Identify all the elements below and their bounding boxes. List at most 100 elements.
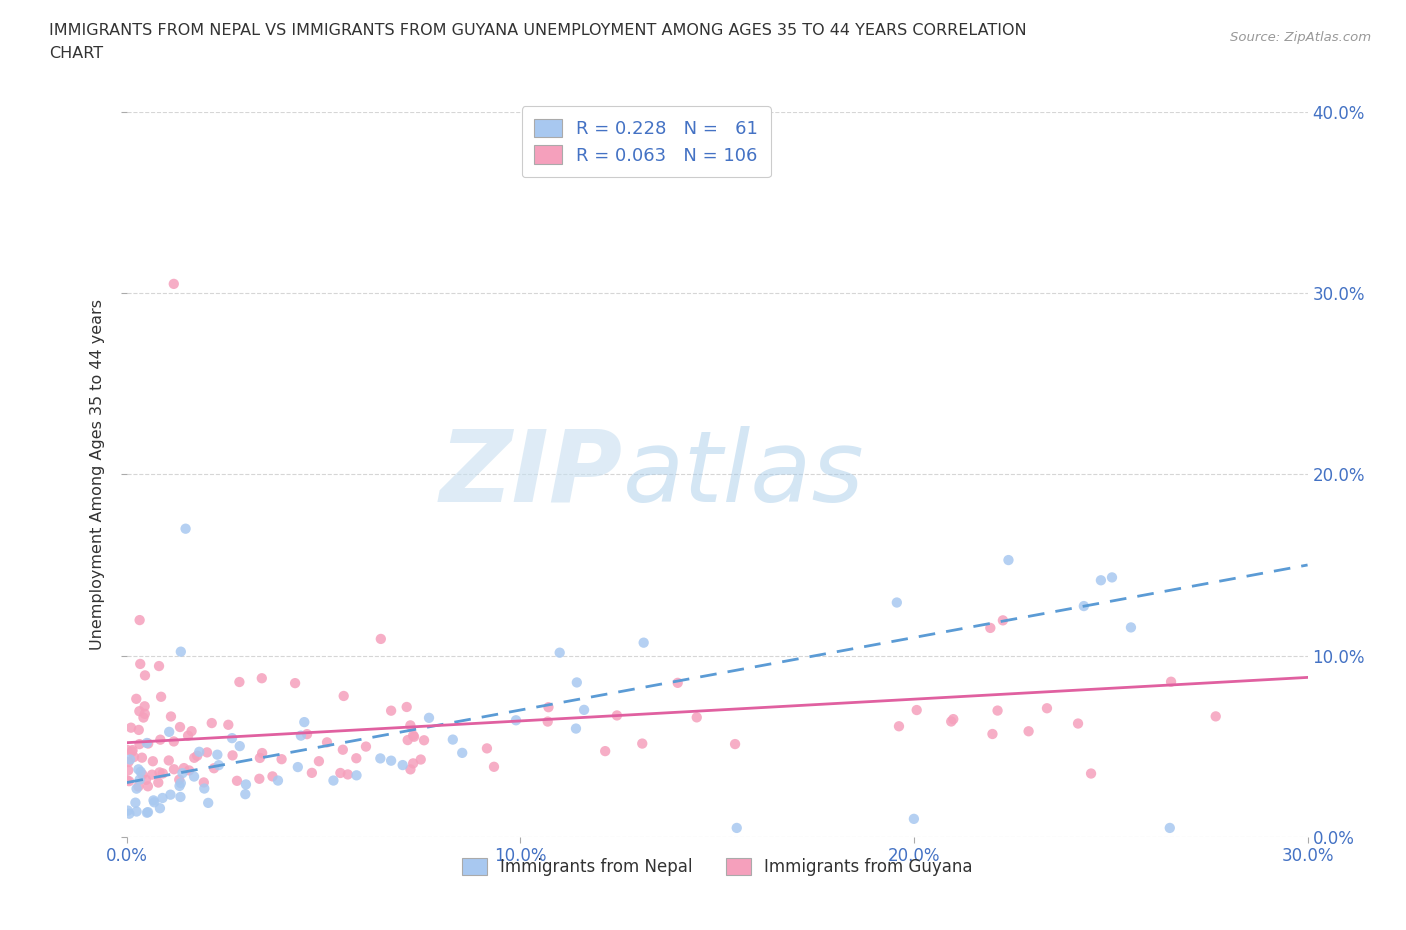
Point — [170, 776, 193, 790]
Point — [149, 801, 172, 816]
Point — [270, 751, 292, 766]
Point — [941, 714, 963, 729]
Point — [633, 635, 655, 650]
Point — [183, 751, 205, 765]
Point — [121, 743, 143, 758]
Point — [441, 732, 464, 747]
Y-axis label: Unemployment Among Ages 35 to 44 years: Unemployment Among Ages 35 to 44 years — [90, 299, 105, 650]
Point — [170, 644, 193, 659]
Point — [322, 773, 344, 788]
Legend: Immigrants from Nepal, Immigrants from Guyana: Immigrants from Nepal, Immigrants from G… — [456, 852, 979, 883]
Point — [666, 675, 689, 690]
Point — [396, 733, 419, 748]
Point — [475, 741, 498, 756]
Point — [188, 744, 211, 759]
Point — [197, 795, 219, 810]
Point — [152, 766, 174, 781]
Point — [172, 765, 194, 780]
Point — [169, 720, 191, 735]
Point — [991, 613, 1014, 628]
Point — [208, 758, 231, 773]
Point — [267, 773, 290, 788]
Point — [134, 698, 156, 713]
Point — [250, 746, 273, 761]
Text: atlas: atlas — [623, 426, 865, 523]
Point — [402, 728, 425, 743]
Point — [202, 761, 225, 776]
Point — [135, 736, 157, 751]
Point — [413, 733, 436, 748]
Point — [228, 674, 250, 689]
Point — [725, 820, 748, 835]
Point — [163, 762, 186, 777]
Point — [121, 744, 143, 759]
Point — [1080, 766, 1102, 781]
Point — [131, 767, 153, 782]
Point — [308, 753, 330, 768]
Point — [233, 787, 256, 802]
Point — [301, 765, 323, 780]
Point — [173, 761, 195, 776]
Point — [686, 710, 709, 724]
Point — [537, 699, 560, 714]
Point — [548, 645, 571, 660]
Point — [149, 732, 172, 747]
Point — [134, 668, 156, 683]
Point — [987, 703, 1010, 718]
Point — [183, 769, 205, 784]
Point — [997, 552, 1019, 567]
Point — [942, 711, 965, 726]
Point — [148, 658, 170, 673]
Point — [399, 718, 422, 733]
Point — [572, 702, 595, 717]
Point — [169, 778, 191, 793]
Point — [169, 790, 191, 804]
Point — [150, 689, 173, 704]
Point — [262, 769, 284, 784]
Point — [418, 711, 440, 725]
Point — [125, 804, 148, 819]
Point — [148, 775, 170, 790]
Text: Source: ZipAtlas.com: Source: ZipAtlas.com — [1230, 31, 1371, 44]
Point — [344, 751, 367, 765]
Point — [167, 772, 190, 787]
Point — [249, 751, 271, 765]
Point — [201, 715, 224, 730]
Point — [148, 765, 170, 780]
Point — [287, 760, 309, 775]
Point — [117, 804, 139, 818]
Point — [125, 691, 148, 706]
Point — [505, 712, 527, 727]
Point — [136, 804, 159, 819]
Point — [136, 778, 159, 793]
Point — [132, 711, 155, 725]
Point — [380, 753, 402, 768]
Point — [354, 739, 377, 754]
Point — [125, 781, 148, 796]
Point — [142, 793, 165, 808]
Point — [193, 781, 215, 796]
Point — [129, 764, 152, 779]
Point — [1205, 709, 1227, 724]
Point — [221, 748, 243, 763]
Point — [124, 795, 146, 810]
Point — [134, 707, 156, 722]
Point — [136, 736, 159, 751]
Point — [391, 758, 413, 773]
Point — [402, 729, 425, 744]
Point — [346, 768, 368, 783]
Point — [887, 719, 910, 734]
Point — [128, 772, 150, 787]
Point — [886, 595, 908, 610]
Point — [160, 709, 183, 724]
Point — [593, 744, 616, 759]
Point — [127, 762, 149, 777]
Point — [128, 723, 150, 737]
Point — [537, 714, 560, 729]
Point — [163, 734, 186, 749]
Point — [292, 714, 315, 729]
Point — [284, 676, 307, 691]
Point — [174, 521, 197, 536]
Point — [905, 702, 928, 717]
Point — [402, 756, 425, 771]
